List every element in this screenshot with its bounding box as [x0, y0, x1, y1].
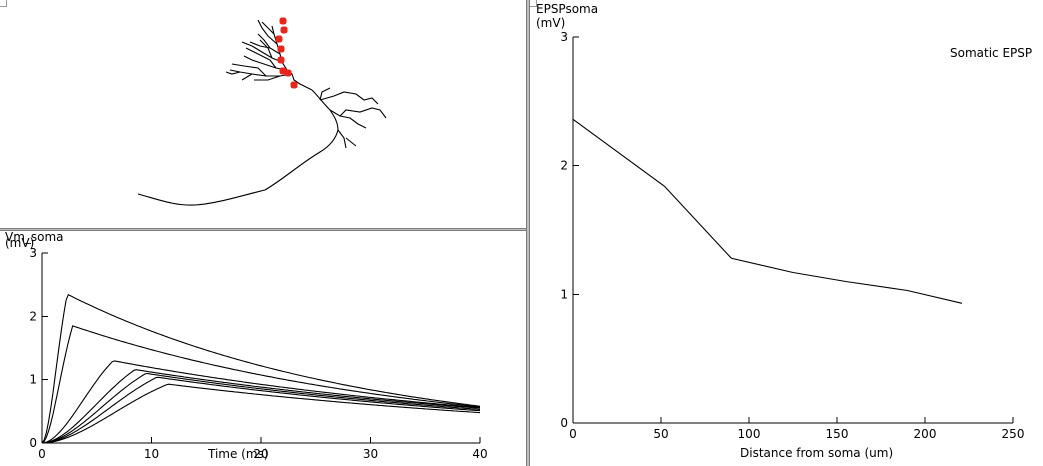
epsp-y-tick-label: 0 [560, 416, 568, 430]
vm-trace [41, 383, 481, 444]
vm-ylabel-line2: (mV) [5, 236, 34, 250]
synapse-markers [275, 17, 298, 89]
synapse-marker [277, 56, 285, 64]
vm-trace [41, 325, 481, 444]
synapse-marker [284, 69, 292, 77]
vm-trace [41, 360, 481, 444]
neuron-morphology[interactable] [0, 0, 526, 228]
epsp-x-tick-label: 0 [569, 427, 577, 441]
synapse-marker [279, 17, 287, 25]
vm-trace [41, 376, 481, 444]
epsp-y-tick-label: 1 [560, 287, 568, 301]
vm-x-tick-label: 10 [144, 447, 159, 461]
window-corner-handle [0, 0, 7, 7]
dendrite-tree [137, 19, 387, 206]
epsp-y-tick-label: 3 [560, 30, 568, 44]
vertical-splitter[interactable] [526, 0, 530, 466]
somatic-epsp-line [572, 118, 963, 304]
vm-trace [41, 372, 481, 444]
vm-ylabel-line1: Vm_soma [5, 230, 64, 244]
epsp-x-tick-label: 250 [1002, 427, 1025, 441]
vm-x-tick-label: 0 [38, 447, 46, 461]
epsp-series [572, 118, 963, 304]
legend-somatic-epsp: Somatic EPSP [950, 46, 1032, 60]
epsp-x-tick-label: 100 [738, 427, 761, 441]
epsp-x-tick-label: 150 [826, 427, 849, 441]
window-corner-handle-right [530, 0, 537, 7]
epsp-chart: EPSPsoma (mV) Somatic EPSP Distance from… [536, 2, 1032, 460]
vm-x-tick-label: 30 [363, 447, 378, 461]
vm-x-tick-label: 20 [253, 447, 268, 461]
synapse-marker [280, 26, 288, 34]
horizontal-splitter[interactable] [0, 228, 526, 231]
epsp-ylabel-line2: (mV) [536, 16, 565, 30]
vm-y-tick-label: 0 [29, 436, 37, 450]
vm-axes: 0 10 20 30 40 0 1 2 3 [29, 246, 487, 461]
epsp-ylabel-line1: EPSPsoma [536, 2, 598, 16]
epsp-axes: 0 50 100 150 200 250 0 1 2 3 [560, 30, 1024, 441]
epsp-distance-graph[interactable]: EPSPsoma (mV) Somatic EPSP Distance from… [530, 0, 1043, 466]
vm-soma-chart: Vm_soma (mV) Time (ms) 0 10 20 30 40 0 1 2 3 [5, 230, 488, 461]
vm-traces [41, 293, 481, 444]
epsp-y-tick-label: 2 [560, 159, 568, 173]
epsp-xlabel: Distance from soma (um) [740, 446, 893, 460]
vm-x-tick-label: 40 [472, 447, 487, 461]
epsp-x-tick-label: 50 [653, 427, 668, 441]
morphology-panel[interactable] [0, 0, 526, 228]
vm-xlabel: Time (ms) [207, 447, 269, 461]
vm-trace [41, 293, 481, 444]
vm-soma-graph[interactable]: Vm_soma (mV) Time (ms) 0 10 20 30 40 0 1 2 3 [0, 230, 526, 466]
vm-trace [41, 369, 481, 444]
vm-y-tick-label: 1 [29, 373, 37, 387]
vm-y-tick-label: 2 [29, 309, 37, 323]
vm-y-tick-label: 3 [29, 246, 37, 260]
synapse-marker [277, 45, 285, 53]
synapse-marker [290, 81, 298, 89]
epsp-x-tick-label: 200 [914, 427, 937, 441]
synapse-marker [275, 35, 283, 43]
